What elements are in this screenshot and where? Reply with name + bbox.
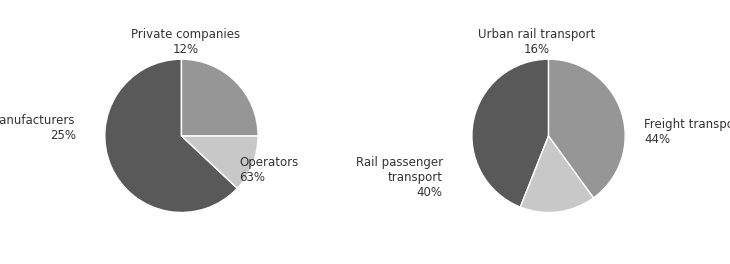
Wedge shape (105, 59, 237, 213)
Wedge shape (548, 59, 625, 198)
Wedge shape (182, 59, 258, 136)
Wedge shape (182, 136, 258, 188)
Wedge shape (472, 59, 548, 207)
Wedge shape (520, 136, 593, 213)
Text: Operators
63%: Operators 63% (239, 156, 298, 184)
Text: Freight transport
44%: Freight transport 44% (645, 118, 730, 146)
Text: Urban rail transport
16%: Urban rail transport 16% (478, 28, 596, 56)
Text: Rail passenger
transport
40%: Rail passenger transport 40% (356, 157, 443, 200)
Text: Private companies
12%: Private companies 12% (131, 28, 240, 56)
Text: Manufacturers
25%: Manufacturers 25% (0, 114, 76, 142)
